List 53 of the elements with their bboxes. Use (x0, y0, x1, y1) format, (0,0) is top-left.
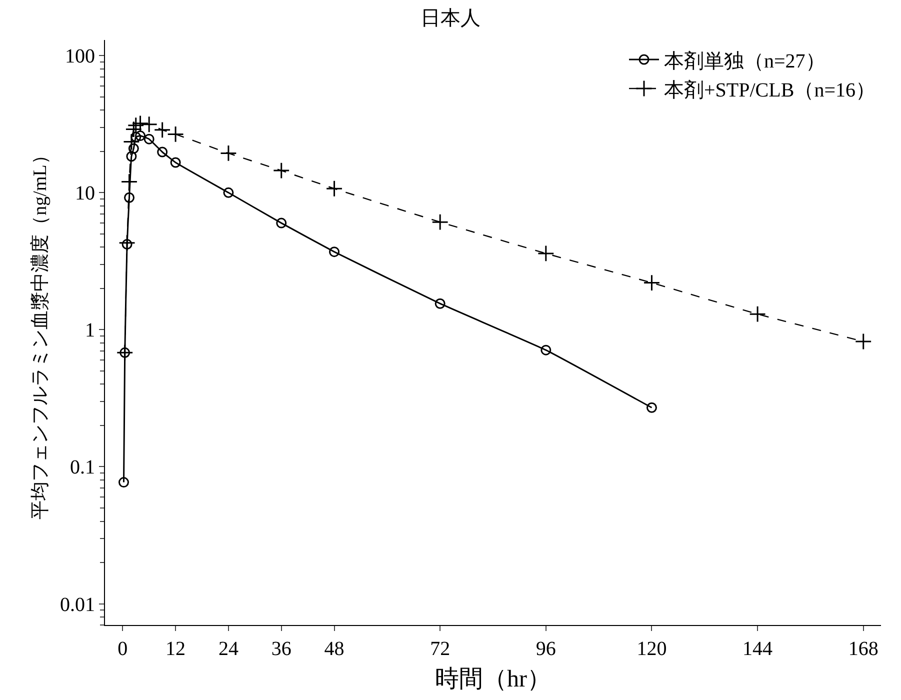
point (123, 133, 140, 150)
x-tick-label: 96 (536, 638, 556, 660)
point (167, 126, 184, 143)
point (135, 130, 146, 142)
point (646, 402, 657, 413)
point (118, 477, 129, 488)
x-tick-label: 120 (636, 638, 667, 660)
point (540, 344, 552, 356)
point (434, 298, 446, 309)
point (124, 192, 134, 203)
x-tick-label: 12 (166, 638, 186, 660)
point (220, 144, 237, 162)
point (116, 344, 134, 362)
point (537, 245, 554, 262)
x-axis-title: 時間（hr） (435, 666, 551, 692)
point (432, 214, 449, 231)
point (329, 246, 340, 258)
point (118, 234, 136, 252)
x-tick-label: 168 (848, 638, 878, 660)
x-tick-label: 36 (271, 638, 292, 660)
x-tick-label: 72 (430, 638, 450, 660)
point (223, 187, 234, 198)
chart-title: 日本人 (420, 8, 480, 30)
y-tick-label: 100 (65, 46, 95, 68)
y-tick-label: 10 (75, 182, 95, 205)
y-axis-title: 平均フェンフルラミン血漿中濃度（ng/mL） (28, 146, 51, 520)
point (157, 146, 168, 158)
point (749, 306, 766, 323)
point (272, 162, 290, 179)
legend-label: 本剤単独（n=27） (664, 50, 826, 72)
x-tick-label: 48 (324, 638, 344, 660)
point (326, 180, 343, 198)
x-tick-label: 0 (118, 638, 128, 660)
point (140, 116, 158, 133)
point (170, 157, 181, 168)
x-tick-label: 24 (218, 638, 238, 660)
y-tick-label: 1 (85, 320, 95, 342)
y-tick-label: 0.01 (60, 594, 95, 616)
point (854, 333, 872, 350)
point (154, 121, 171, 138)
point (126, 151, 137, 162)
legend-label: 本剤+STP/CLB（n=16） (664, 79, 876, 102)
point (276, 218, 287, 228)
point (120, 347, 130, 358)
point (643, 274, 660, 292)
y-tick-label: 0.1 (70, 456, 95, 479)
point (127, 116, 144, 134)
point (144, 134, 154, 144)
x-tick-label: 144 (742, 638, 773, 660)
point (128, 143, 139, 154)
point (125, 120, 142, 138)
point (122, 239, 132, 250)
point (132, 114, 149, 132)
